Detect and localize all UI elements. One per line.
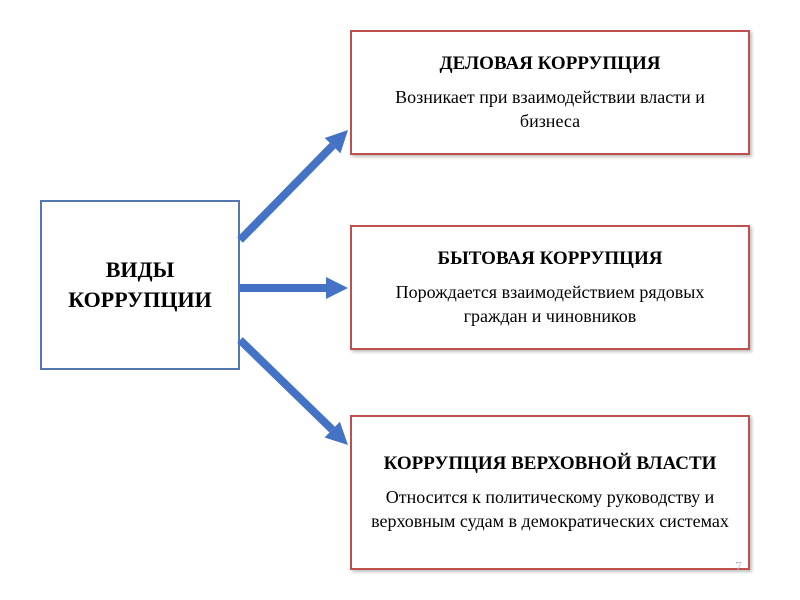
target-desc-business: Возникает при взаимодействии власти и би… xyxy=(366,85,734,134)
target-box-business: ДЕЛОВАЯ КОРРУПЦИЯ Возникает при взаимодей… xyxy=(350,30,750,155)
source-title-line1: ВИДЫ xyxy=(106,255,175,285)
source-box: ВИДЫ КОРРУПЦИИ xyxy=(40,200,240,370)
target-box-supreme: КОРРУПЦИЯ ВЕРХОВНОЙ ВЛАСТИ Относится к по… xyxy=(350,415,750,570)
page-number: 7 xyxy=(735,560,742,576)
arrow-head-0 xyxy=(325,130,348,153)
target-box-everyday: БЫТОВАЯ КОРРУПЦИЯ Порождается взаимодейст… xyxy=(350,225,750,350)
arrow-line-2 xyxy=(240,340,332,430)
arrow-line-0 xyxy=(240,146,333,240)
target-desc-supreme: Относится к политическому руководству и … xyxy=(366,485,734,534)
target-desc-everyday: Порождается взаимодействием рядовых граж… xyxy=(366,280,734,329)
target-title-business: ДЕЛОВАЯ КОРРУПЦИЯ xyxy=(440,51,661,77)
arrow-head-2 xyxy=(325,422,348,445)
source-title-line2: КОРРУПЦИИ xyxy=(68,285,211,315)
target-title-supreme: КОРРУПЦИЯ ВЕРХОВНОЙ ВЛАСТИ xyxy=(384,451,717,477)
target-title-everyday: БЫТОВАЯ КОРРУПЦИЯ xyxy=(438,246,663,272)
arrow-head-1 xyxy=(326,277,348,299)
